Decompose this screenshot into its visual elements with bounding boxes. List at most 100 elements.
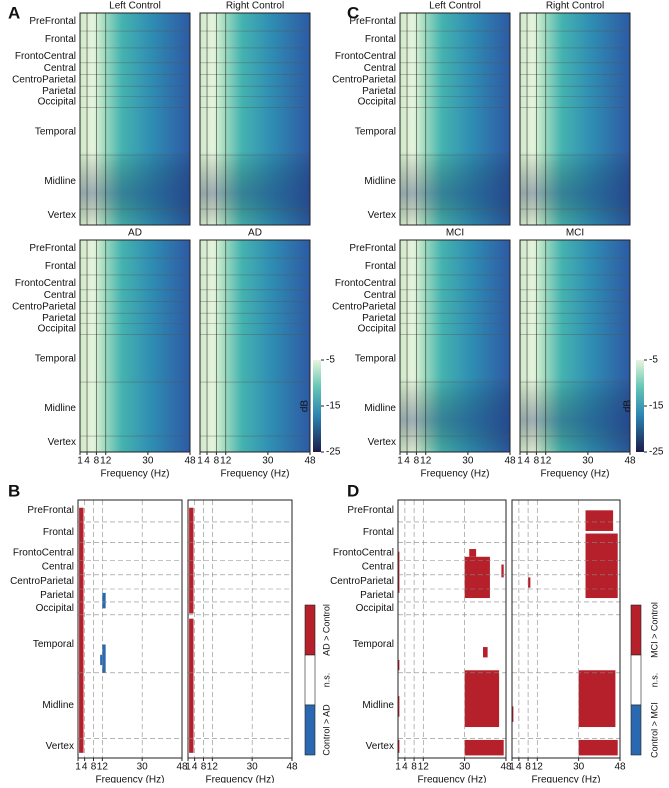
region-label: Parietal <box>40 590 74 601</box>
x-tick-label: 48 <box>504 456 516 467</box>
x-tick-label: 4 <box>204 456 210 467</box>
region-label: Vertex <box>368 210 396 221</box>
sig-block <box>102 592 106 609</box>
frame <box>199 12 311 226</box>
region-label: Central <box>364 63 396 74</box>
region-label: Temporal <box>355 353 396 364</box>
heatmap-shade <box>80 13 190 225</box>
heatmap-title: Left Control <box>429 1 481 12</box>
region-label: Frontal <box>365 34 396 45</box>
x-tick-label: 30 <box>573 762 585 773</box>
x-tick-label: 12 <box>420 456 432 467</box>
x-axis-label: Frequency (Hz) <box>96 775 165 783</box>
x-axis-label: Frequency (Hz) <box>206 775 275 783</box>
x-tick-label: 48 <box>184 456 196 467</box>
x-tick-label: 12 <box>220 456 232 467</box>
sig-block <box>100 654 103 666</box>
heatmap-shade <box>400 240 510 452</box>
x-tick-label: 8 <box>411 762 417 773</box>
frame <box>77 499 183 759</box>
sig-block <box>585 510 614 531</box>
frame <box>399 239 511 453</box>
x-axis-label: Frequency (Hz) <box>532 775 601 783</box>
frame <box>511 499 621 759</box>
region-label: PreFrontal <box>29 243 76 254</box>
panel-label: A <box>8 3 20 22</box>
x-tick-label: 12 <box>207 762 219 773</box>
heatmap-title: MCI <box>566 228 584 239</box>
region-label: CentroParietal <box>332 301 396 312</box>
frame <box>79 12 191 226</box>
sig-legend-swatch <box>304 654 316 706</box>
region-label: Midline <box>44 176 76 187</box>
region-label: PreFrontal <box>29 16 76 27</box>
region-label: PreFrontal <box>27 505 74 516</box>
region-label: Occipital <box>38 324 76 335</box>
colorbar-tick-label: -15 <box>326 401 341 412</box>
x-tick-label: 8 <box>214 456 220 467</box>
heatmap-title: Right Control <box>546 1 604 12</box>
colorbar-tick-label: -15 <box>649 401 664 412</box>
x-axis-label: Frequency (Hz) <box>221 469 290 480</box>
sig-block <box>585 533 618 599</box>
x-tick-label: 1 <box>185 762 191 773</box>
x-tick-label: 4 <box>524 456 530 467</box>
x-tick-label: 48 <box>500 762 512 773</box>
x-axis-label: Frequency (Hz) <box>101 469 170 480</box>
region-label: FrontoCentral <box>335 51 396 62</box>
region-label: Occipital <box>36 603 74 614</box>
sig-block <box>79 507 84 753</box>
x-tick-label: 1 <box>517 456 523 467</box>
x-tick-label: 48 <box>304 456 316 467</box>
sig-legend-label: AD > Control <box>321 604 331 656</box>
x-tick-label: 1 <box>77 456 83 467</box>
x-tick-label: 8 <box>94 456 100 467</box>
frame <box>79 239 191 453</box>
sig-legend-swatch <box>304 604 316 656</box>
x-axis-label: Frequency (Hz) <box>421 469 490 480</box>
region-label: CentroParietal <box>10 576 74 587</box>
colorbar-label: dB <box>300 400 311 413</box>
region-label: Frontal <box>363 527 394 538</box>
x-tick-label: 4 <box>82 762 88 773</box>
colorbar <box>636 360 644 452</box>
colorbar-tick-label: -25 <box>649 447 664 458</box>
x-tick-label: 4 <box>192 762 198 773</box>
sig-block <box>528 577 531 588</box>
region-label: Midline <box>364 176 396 187</box>
sig-legend-label: Control > AD <box>321 704 331 756</box>
region-label: FrontoCentral <box>15 51 76 62</box>
sig-block <box>483 647 488 658</box>
x-tick-label: 48 <box>624 456 636 467</box>
region-label: Parietal <box>360 590 394 601</box>
region-label: Temporal <box>353 639 394 650</box>
region-label: Midline <box>42 700 74 711</box>
region-label: CentroParietal <box>12 301 76 312</box>
sig-legend-label: MCI > Control <box>649 602 659 658</box>
heatmap-title: MCI <box>446 228 464 239</box>
region-label: Occipital <box>356 603 394 614</box>
x-tick-label: 30 <box>137 762 149 773</box>
sig-block <box>102 644 106 673</box>
sig-block <box>464 556 490 599</box>
frame <box>397 499 507 759</box>
sig-map <box>188 500 292 758</box>
heatmap-title: Left Control <box>109 1 161 12</box>
region-label: PreFrontal <box>347 505 394 516</box>
x-tick-label: 30 <box>142 456 154 467</box>
frame <box>399 12 511 226</box>
sig-block <box>469 549 477 557</box>
region-label: CentroParietal <box>12 74 76 85</box>
x-tick-label: 1 <box>197 456 203 467</box>
region-label: Parietal <box>362 313 396 324</box>
region-label: Midline <box>44 403 76 414</box>
region-label: Frontal <box>43 527 74 538</box>
colorbar-tick-label: -5 <box>649 355 658 366</box>
heatmap-title: AD <box>248 228 262 239</box>
x-tick-label: 30 <box>262 456 274 467</box>
frame <box>187 499 293 759</box>
frame <box>519 239 631 453</box>
x-tick-label: 12 <box>418 762 430 773</box>
sig-legend-label: n.s. <box>321 673 331 688</box>
region-label: PreFrontal <box>349 16 396 27</box>
